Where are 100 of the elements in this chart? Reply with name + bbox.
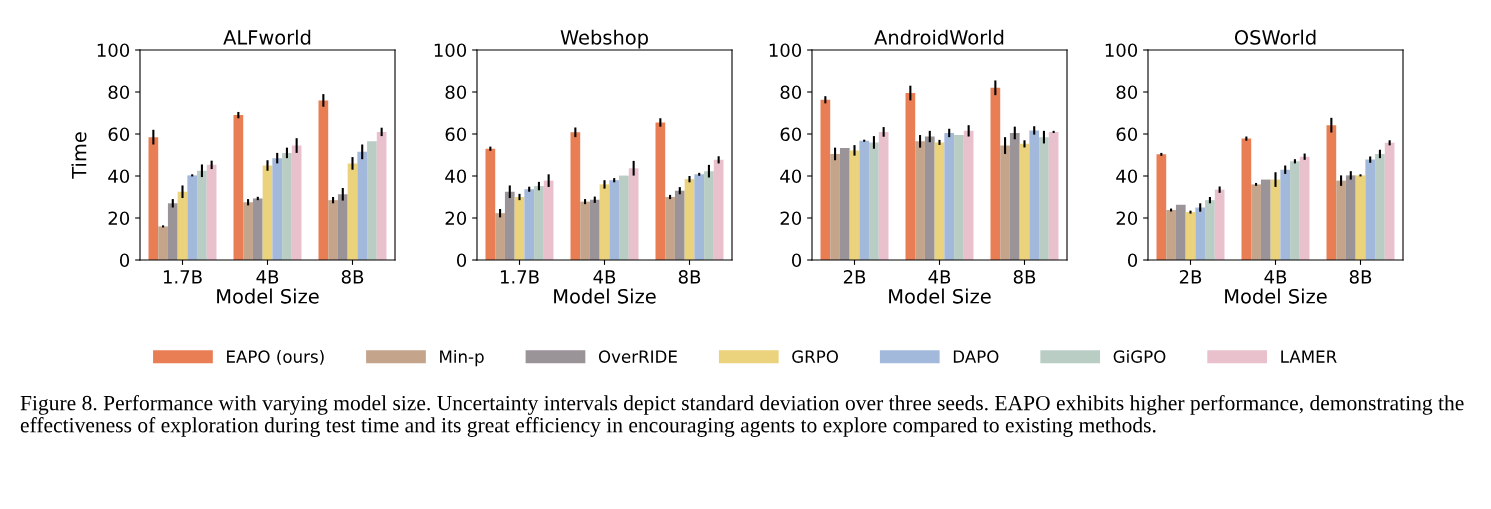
y-tick-label: 60 xyxy=(780,127,802,142)
bar xyxy=(619,175,629,260)
legend-label: OverRIDE xyxy=(598,350,677,363)
x-axis-title: Model Size xyxy=(554,288,656,304)
y-tick-label: 40 xyxy=(1116,169,1138,184)
bar xyxy=(820,99,831,260)
bar xyxy=(665,197,675,260)
bar xyxy=(243,202,253,260)
bar xyxy=(1241,138,1252,260)
y-tick-label: 0 xyxy=(791,253,802,268)
bar xyxy=(839,148,850,260)
bar xyxy=(990,87,1001,260)
x-tick-label: 8B xyxy=(1013,270,1036,284)
y-tick-label: 60 xyxy=(1116,127,1138,142)
bar xyxy=(934,142,945,260)
y-tick-label: 100 xyxy=(1105,43,1138,58)
bar xyxy=(830,153,840,260)
y-tick-label: 100 xyxy=(97,43,130,58)
bar xyxy=(1185,212,1196,260)
bar xyxy=(905,93,916,260)
bar xyxy=(1260,179,1271,260)
x-tick-label: 1.7B xyxy=(163,270,202,284)
x-tick-label: 1.7B xyxy=(500,270,539,284)
bar xyxy=(357,151,368,260)
legend-label: DAPO xyxy=(953,350,999,363)
bar xyxy=(1156,154,1167,260)
y-tick-label: 80 xyxy=(780,85,802,100)
chart-title: Webshop xyxy=(560,29,648,49)
bar xyxy=(1205,200,1215,260)
bar xyxy=(1384,142,1395,260)
bar xyxy=(376,131,387,260)
y-tick-label: 0 xyxy=(1127,253,1138,268)
bar xyxy=(1326,125,1337,260)
bar xyxy=(337,194,348,260)
chart-title: AndroidWorld xyxy=(874,29,1004,45)
bar xyxy=(954,135,964,260)
legend-label: GiGPO xyxy=(1113,350,1166,363)
legend-label: Min-p xyxy=(440,350,484,367)
y-tick-label: 60 xyxy=(445,127,467,142)
bar xyxy=(849,150,860,260)
bar xyxy=(282,152,292,260)
bar xyxy=(869,142,879,260)
bar xyxy=(1195,207,1206,260)
bar xyxy=(534,186,544,260)
bar xyxy=(963,130,974,260)
legend-label: LAMER xyxy=(1281,350,1337,363)
y-tick-label: 80 xyxy=(1116,85,1138,100)
bar xyxy=(628,168,639,260)
bar xyxy=(318,100,329,260)
bar xyxy=(915,141,925,260)
bar xyxy=(485,148,496,260)
y-tick-label: 100 xyxy=(769,43,802,58)
bar xyxy=(1336,180,1346,260)
bar xyxy=(148,137,159,260)
bar xyxy=(1355,175,1366,260)
y-tick-label: 0 xyxy=(456,253,467,268)
y-tick-label: 20 xyxy=(1116,211,1138,226)
x-tick-label: 4B xyxy=(1264,270,1287,284)
bar xyxy=(1166,210,1176,260)
bar xyxy=(158,226,168,260)
y-tick-label: 40 xyxy=(445,169,467,184)
x-axis-title: Model Size xyxy=(1225,288,1327,304)
bar xyxy=(599,184,610,260)
bar xyxy=(1299,156,1310,260)
x-tick-label: 8B xyxy=(1349,270,1372,284)
bar xyxy=(1009,132,1020,260)
bar xyxy=(1290,161,1300,260)
bar xyxy=(684,179,695,260)
bar xyxy=(589,199,600,260)
bar xyxy=(495,213,505,260)
x-axis-title: Model Size xyxy=(889,288,991,304)
chart-title: ALFworld xyxy=(223,29,311,45)
bar xyxy=(1365,159,1376,260)
chart-title: OSWorld xyxy=(1234,29,1316,45)
bar xyxy=(1029,130,1040,260)
bar xyxy=(1039,137,1049,260)
caption: Figure 8. Performance with varying model size. Uncertainty intervals depict standard deviation over three seeds. EAPO exhibits higher performance, demonstrating the effectiveness of exploration during test time and its great efficiency in encouraging agents to explore compared to existing methods. xyxy=(20,395,1464,437)
x-tick-label: 4B xyxy=(256,270,279,284)
x-tick-label: 8B xyxy=(341,270,364,284)
bar xyxy=(1019,143,1030,260)
x-tick-label: 2B xyxy=(1179,270,1202,284)
y-tick-label: 60 xyxy=(108,127,130,142)
x-tick-label: 4B xyxy=(928,270,951,284)
x-axis-title: Model Size xyxy=(217,288,319,304)
bar xyxy=(1048,131,1059,260)
bar xyxy=(328,200,338,260)
bar xyxy=(262,165,273,260)
y-tick-label: 40 xyxy=(780,169,802,184)
bar xyxy=(1375,153,1385,260)
bar xyxy=(524,189,535,260)
bar xyxy=(878,131,889,260)
bar xyxy=(514,197,525,260)
bar xyxy=(167,203,178,260)
y-tick-label: 100 xyxy=(434,43,467,58)
bar xyxy=(609,180,620,260)
bar xyxy=(1175,204,1186,260)
bar xyxy=(713,159,724,260)
legend-label: GRPO xyxy=(792,350,838,363)
y-tick-label: 0 xyxy=(119,253,130,268)
y-tick-label: 80 xyxy=(108,85,130,100)
